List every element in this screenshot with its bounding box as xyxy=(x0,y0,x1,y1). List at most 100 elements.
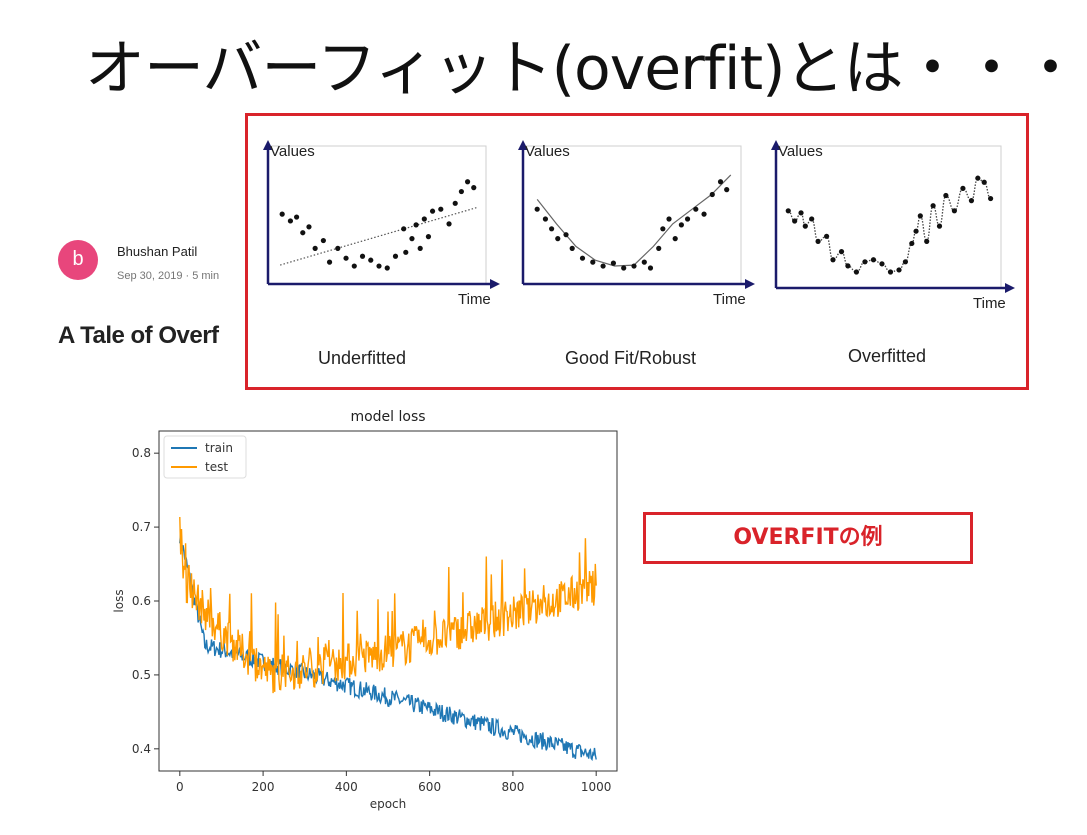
data-point xyxy=(563,232,569,238)
data-point xyxy=(384,265,390,271)
data-point xyxy=(684,216,691,222)
data-point xyxy=(549,226,555,232)
data-point xyxy=(666,216,672,222)
author-avatar[interactable]: b xyxy=(58,240,98,280)
data-point xyxy=(824,233,830,239)
data-point xyxy=(600,263,606,269)
data-point xyxy=(924,238,930,244)
data-point xyxy=(913,228,919,234)
data-point xyxy=(403,249,409,255)
data-point xyxy=(452,200,458,206)
data-point xyxy=(647,265,654,271)
data-point xyxy=(853,269,860,275)
data-point xyxy=(320,237,326,244)
data-point xyxy=(326,259,333,265)
y-tick-label: 0.7 xyxy=(132,520,151,534)
x-axis-arrow xyxy=(1005,283,1015,293)
data-point xyxy=(988,195,994,202)
series-line-test xyxy=(179,516,597,694)
legend-label-train: train xyxy=(205,441,233,455)
x-axis-label: Time xyxy=(458,291,491,308)
data-point xyxy=(569,245,575,251)
x-tick-label: 0 xyxy=(176,780,184,794)
article-title[interactable]: A Tale of Overf xyxy=(58,322,219,349)
data-point xyxy=(909,240,915,247)
data-point xyxy=(458,188,464,195)
fit-curve xyxy=(536,174,732,267)
data-point xyxy=(951,208,958,214)
data-point xyxy=(417,245,423,251)
y-axis-label: loss xyxy=(112,589,126,612)
fit-comparison-panel: Values Time Values Time Values Time Underfitt… xyxy=(245,113,1029,390)
data-point xyxy=(717,179,724,185)
data-point xyxy=(335,245,341,251)
data-point xyxy=(792,218,798,224)
data-point xyxy=(943,192,949,199)
y-axis-label: Values xyxy=(270,143,315,160)
data-point xyxy=(413,222,419,228)
slide-title: オーバーフィット(overfit)とは・・・ xyxy=(85,34,1081,104)
fit-panel-1: Values Time xyxy=(518,140,755,308)
x-axis-arrow xyxy=(490,279,500,289)
data-point xyxy=(785,208,791,214)
data-point xyxy=(968,198,975,204)
data-point xyxy=(409,236,415,242)
x-axis-label: Time xyxy=(973,295,1006,312)
data-point xyxy=(936,223,943,229)
y-axis-arrow xyxy=(518,140,528,150)
y-tick-label: 0.8 xyxy=(132,446,151,460)
x-tick-label: 200 xyxy=(252,780,275,794)
x-tick-label: 800 xyxy=(501,780,524,794)
data-point xyxy=(879,261,885,267)
data-point xyxy=(960,185,966,191)
data-point xyxy=(845,263,851,269)
data-point xyxy=(294,214,300,220)
data-point xyxy=(438,206,444,212)
data-point xyxy=(446,221,452,227)
data-point xyxy=(660,226,666,232)
data-point xyxy=(656,245,662,251)
data-point xyxy=(610,260,616,266)
data-point xyxy=(809,216,815,222)
model-loss-chart: model loss 0 200 400 600 800 1000 0.4 0.5 0.6 0.7 0… xyxy=(100,400,620,829)
data-point xyxy=(902,259,909,265)
data-point xyxy=(678,222,684,228)
data-point xyxy=(870,257,877,263)
x-tick-label: 400 xyxy=(335,780,358,794)
data-point xyxy=(368,257,374,263)
author-name[interactable]: Bhushan Patil xyxy=(117,244,198,259)
data-point xyxy=(392,253,399,259)
fit-panel-0: Values Time xyxy=(263,140,500,308)
data-point xyxy=(621,265,627,271)
data-point xyxy=(542,216,549,222)
data-point xyxy=(830,257,836,263)
y-axis-label: Values xyxy=(778,143,823,160)
underfitted-label: Underfitted xyxy=(318,348,407,368)
data-point xyxy=(896,267,902,273)
data-point xyxy=(672,236,678,242)
data-point xyxy=(306,224,312,230)
data-point xyxy=(981,179,987,185)
loss-chart-title: model loss xyxy=(350,409,425,425)
x-tick-label: 600 xyxy=(418,780,441,794)
overfit-example-label: OVERFITの例 xyxy=(643,512,973,564)
data-point xyxy=(343,255,349,261)
data-point xyxy=(471,185,477,191)
data-point xyxy=(930,203,936,209)
y-axis-arrow xyxy=(771,140,781,150)
data-point xyxy=(975,175,981,181)
data-point xyxy=(555,236,561,242)
data-point xyxy=(300,230,306,236)
article-meta: Sep 30, 2019 · 5 min xyxy=(117,270,220,282)
data-point xyxy=(429,208,436,214)
data-point xyxy=(590,259,596,265)
data-point xyxy=(464,179,471,185)
panel-frame xyxy=(522,145,742,285)
data-point xyxy=(641,259,647,265)
data-point xyxy=(401,226,407,232)
data-point xyxy=(359,253,366,259)
x-axis-arrow xyxy=(745,279,755,289)
data-point xyxy=(838,249,845,255)
y-tick-label: 0.5 xyxy=(132,668,151,682)
fit-wiggle xyxy=(788,177,991,273)
